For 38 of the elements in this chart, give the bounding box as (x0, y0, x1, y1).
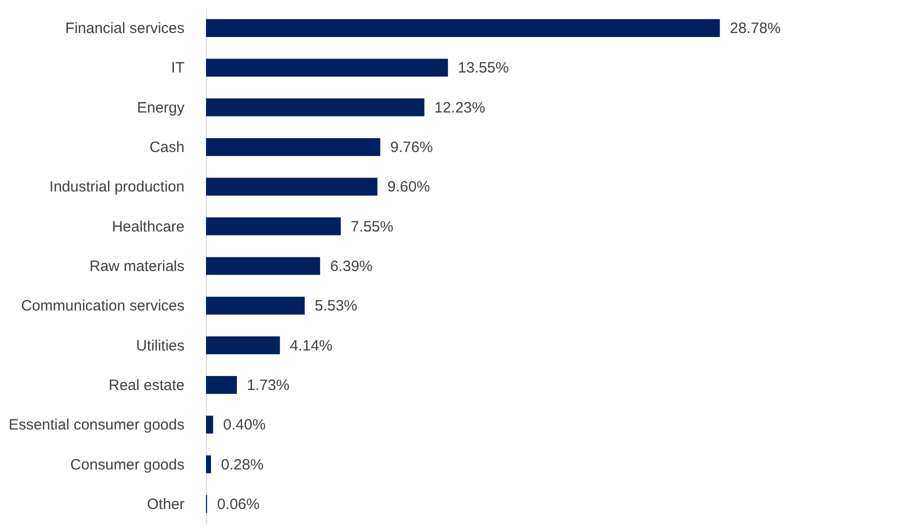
data-label: 6.39% (330, 258, 373, 275)
data-label: 7.55% (350, 218, 394, 236)
data-label: 0.28% (221, 456, 264, 474)
bar (206, 98, 424, 116)
data-label: 12.23% (434, 99, 486, 116)
y-tick-label: IT (171, 60, 184, 77)
y-tick-label: Cash (149, 139, 184, 156)
bar (206, 138, 380, 156)
bar (206, 296, 305, 315)
y-tick-label: Energy (136, 99, 185, 116)
y-tick-label: Essential consumer goods (8, 416, 184, 434)
data-label: 13.55% (458, 60, 509, 77)
data-label: 0.40% (223, 416, 266, 434)
bar (206, 455, 211, 474)
bar (206, 217, 341, 236)
y-tick-label: Healthcare (112, 218, 184, 236)
data-label: 9.76% (390, 139, 433, 156)
y-tick-label: Industrial production (49, 178, 184, 196)
data-label: 5.53% (314, 298, 358, 315)
bar (206, 58, 448, 77)
data-label: 1.73% (246, 376, 290, 394)
data-label: 9.60% (387, 178, 430, 196)
y-tick-label: Utilities (136, 337, 184, 354)
y-tick-label: Consumer goods (70, 456, 184, 474)
data-label: 28.78% (730, 20, 781, 38)
data-label: 0.06% (217, 496, 260, 513)
bar (206, 178, 378, 196)
y-tick-label: Other (146, 496, 185, 513)
bar (206, 376, 237, 394)
bar (206, 19, 720, 37)
y-tick-label: Financial services (65, 20, 184, 38)
y-tick-label: Communication services (21, 298, 184, 315)
data-label: 4.14% (290, 337, 332, 354)
bar (206, 336, 280, 354)
y-tick-label: Raw materials (89, 258, 184, 275)
bar (206, 257, 320, 275)
bar (206, 416, 214, 434)
y-tick-label: Real estate (108, 376, 184, 394)
